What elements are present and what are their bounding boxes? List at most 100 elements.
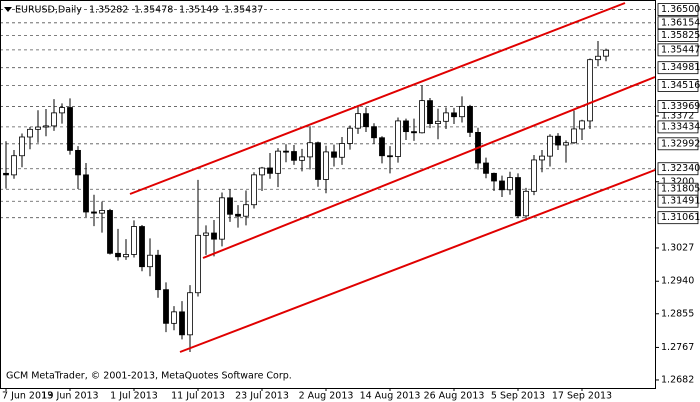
candle-body xyxy=(51,112,57,127)
level-label: 1.36154 xyxy=(661,17,700,28)
candle-body xyxy=(219,197,225,240)
candle-body xyxy=(299,156,305,161)
candle-body xyxy=(595,55,601,61)
candle-body xyxy=(435,120,441,124)
candle-body xyxy=(515,177,521,217)
candle-body xyxy=(267,167,273,174)
level-box xyxy=(657,28,699,42)
candle-body xyxy=(571,128,577,144)
candle-body xyxy=(355,113,361,129)
candle-body xyxy=(291,151,297,161)
candle-body xyxy=(187,292,193,336)
x-tick-label: 1 Jul 2013 xyxy=(110,391,158,402)
trendline xyxy=(179,169,656,353)
candle-body xyxy=(339,143,345,158)
level-label: 1.31061 xyxy=(661,212,700,223)
x-tick-label: 11 Jul 2013 xyxy=(171,391,225,402)
level-label: 1.34516 xyxy=(661,80,700,91)
level-box xyxy=(657,16,699,30)
candle-body xyxy=(203,232,209,236)
candle-body xyxy=(227,197,233,215)
candle-body xyxy=(11,155,17,176)
level-box xyxy=(657,120,699,134)
x-tick-label: 23 Jul 2013 xyxy=(235,391,289,402)
level-label: 1.35825 xyxy=(661,30,700,41)
level-box xyxy=(657,100,699,113)
candle-body xyxy=(379,137,385,157)
candle-body xyxy=(75,149,81,176)
candle-body xyxy=(211,232,217,240)
candle-body xyxy=(331,151,337,158)
candle-body xyxy=(507,177,513,191)
candle-body xyxy=(555,135,561,146)
candle-body xyxy=(483,162,489,174)
level-box xyxy=(657,61,699,75)
candle-body xyxy=(403,120,409,133)
plot-border xyxy=(0,0,656,389)
candle-body xyxy=(259,167,265,176)
candle-body xyxy=(419,100,425,134)
candle-body xyxy=(283,150,289,153)
candle-body xyxy=(563,142,569,146)
level-label: 1.31491 xyxy=(661,196,700,207)
level-label: 1.33434 xyxy=(661,121,700,132)
candle-body xyxy=(115,252,121,258)
footer: GCM MetaTrader, © 2001-2013, MetaQuotes … xyxy=(6,371,292,382)
level-box xyxy=(657,43,699,57)
level-box xyxy=(657,3,699,16)
candle-body xyxy=(195,234,201,294)
candle-body xyxy=(315,142,321,180)
trendlines xyxy=(129,2,656,353)
candle-body xyxy=(371,126,377,139)
candle-body xyxy=(547,135,553,157)
plot-area xyxy=(0,9,655,353)
candle-body xyxy=(163,289,169,324)
header: EURUSD,Daily 1.35282 1.35478 1.35149 1.3… xyxy=(15,5,263,16)
x-tick-label: 7 Jun 2013 xyxy=(2,391,53,402)
ohlc-open: 1.35282 xyxy=(89,5,128,16)
candle-body xyxy=(91,211,97,214)
candle-body xyxy=(411,131,417,134)
candle-body xyxy=(27,128,33,138)
level-box xyxy=(657,137,699,151)
x-tick-label: 14 Aug 2013 xyxy=(360,391,421,402)
candle-body xyxy=(347,127,353,144)
candle-body xyxy=(251,174,257,206)
y-tick-label: 1.2767 xyxy=(661,342,694,353)
ohlc-close: 1.35437 xyxy=(224,5,263,16)
level-box xyxy=(657,79,699,92)
candle-body xyxy=(123,254,129,258)
level-label: 1.34981 xyxy=(661,62,700,73)
candle-body xyxy=(363,113,369,128)
candle-body xyxy=(523,190,529,217)
candle-body xyxy=(499,180,505,191)
candle-body xyxy=(427,100,433,124)
level-box xyxy=(657,162,699,176)
trendline xyxy=(202,76,656,259)
candle-body xyxy=(531,159,537,192)
candle-body xyxy=(491,172,497,182)
y-tick-label: 1.2682 xyxy=(661,374,694,385)
candle-body xyxy=(155,254,161,291)
y-tick-label: 1.3200 xyxy=(661,176,694,187)
y-tick-label: 1.3027 xyxy=(661,242,694,253)
x-tick-label: 2 Aug 2013 xyxy=(299,391,354,402)
ohlc-high: 1.35478 xyxy=(134,5,173,16)
candle-body xyxy=(43,125,49,128)
candle-body xyxy=(243,204,249,217)
y-tick-label: 1.3372 xyxy=(661,110,694,121)
candle-body xyxy=(235,213,241,217)
candle-body xyxy=(67,107,73,151)
candle-body xyxy=(323,151,329,180)
level-label: 1.35447 xyxy=(661,44,700,55)
candle-body xyxy=(99,210,105,214)
level-label: 1.36500 xyxy=(661,4,700,15)
trendline xyxy=(129,2,626,195)
candle-body xyxy=(139,226,145,268)
candle-body xyxy=(19,136,25,157)
candle-body xyxy=(83,174,89,213)
candle-body xyxy=(467,105,473,133)
candle-body xyxy=(131,226,137,255)
level-box xyxy=(657,211,699,225)
level-box xyxy=(657,194,699,208)
